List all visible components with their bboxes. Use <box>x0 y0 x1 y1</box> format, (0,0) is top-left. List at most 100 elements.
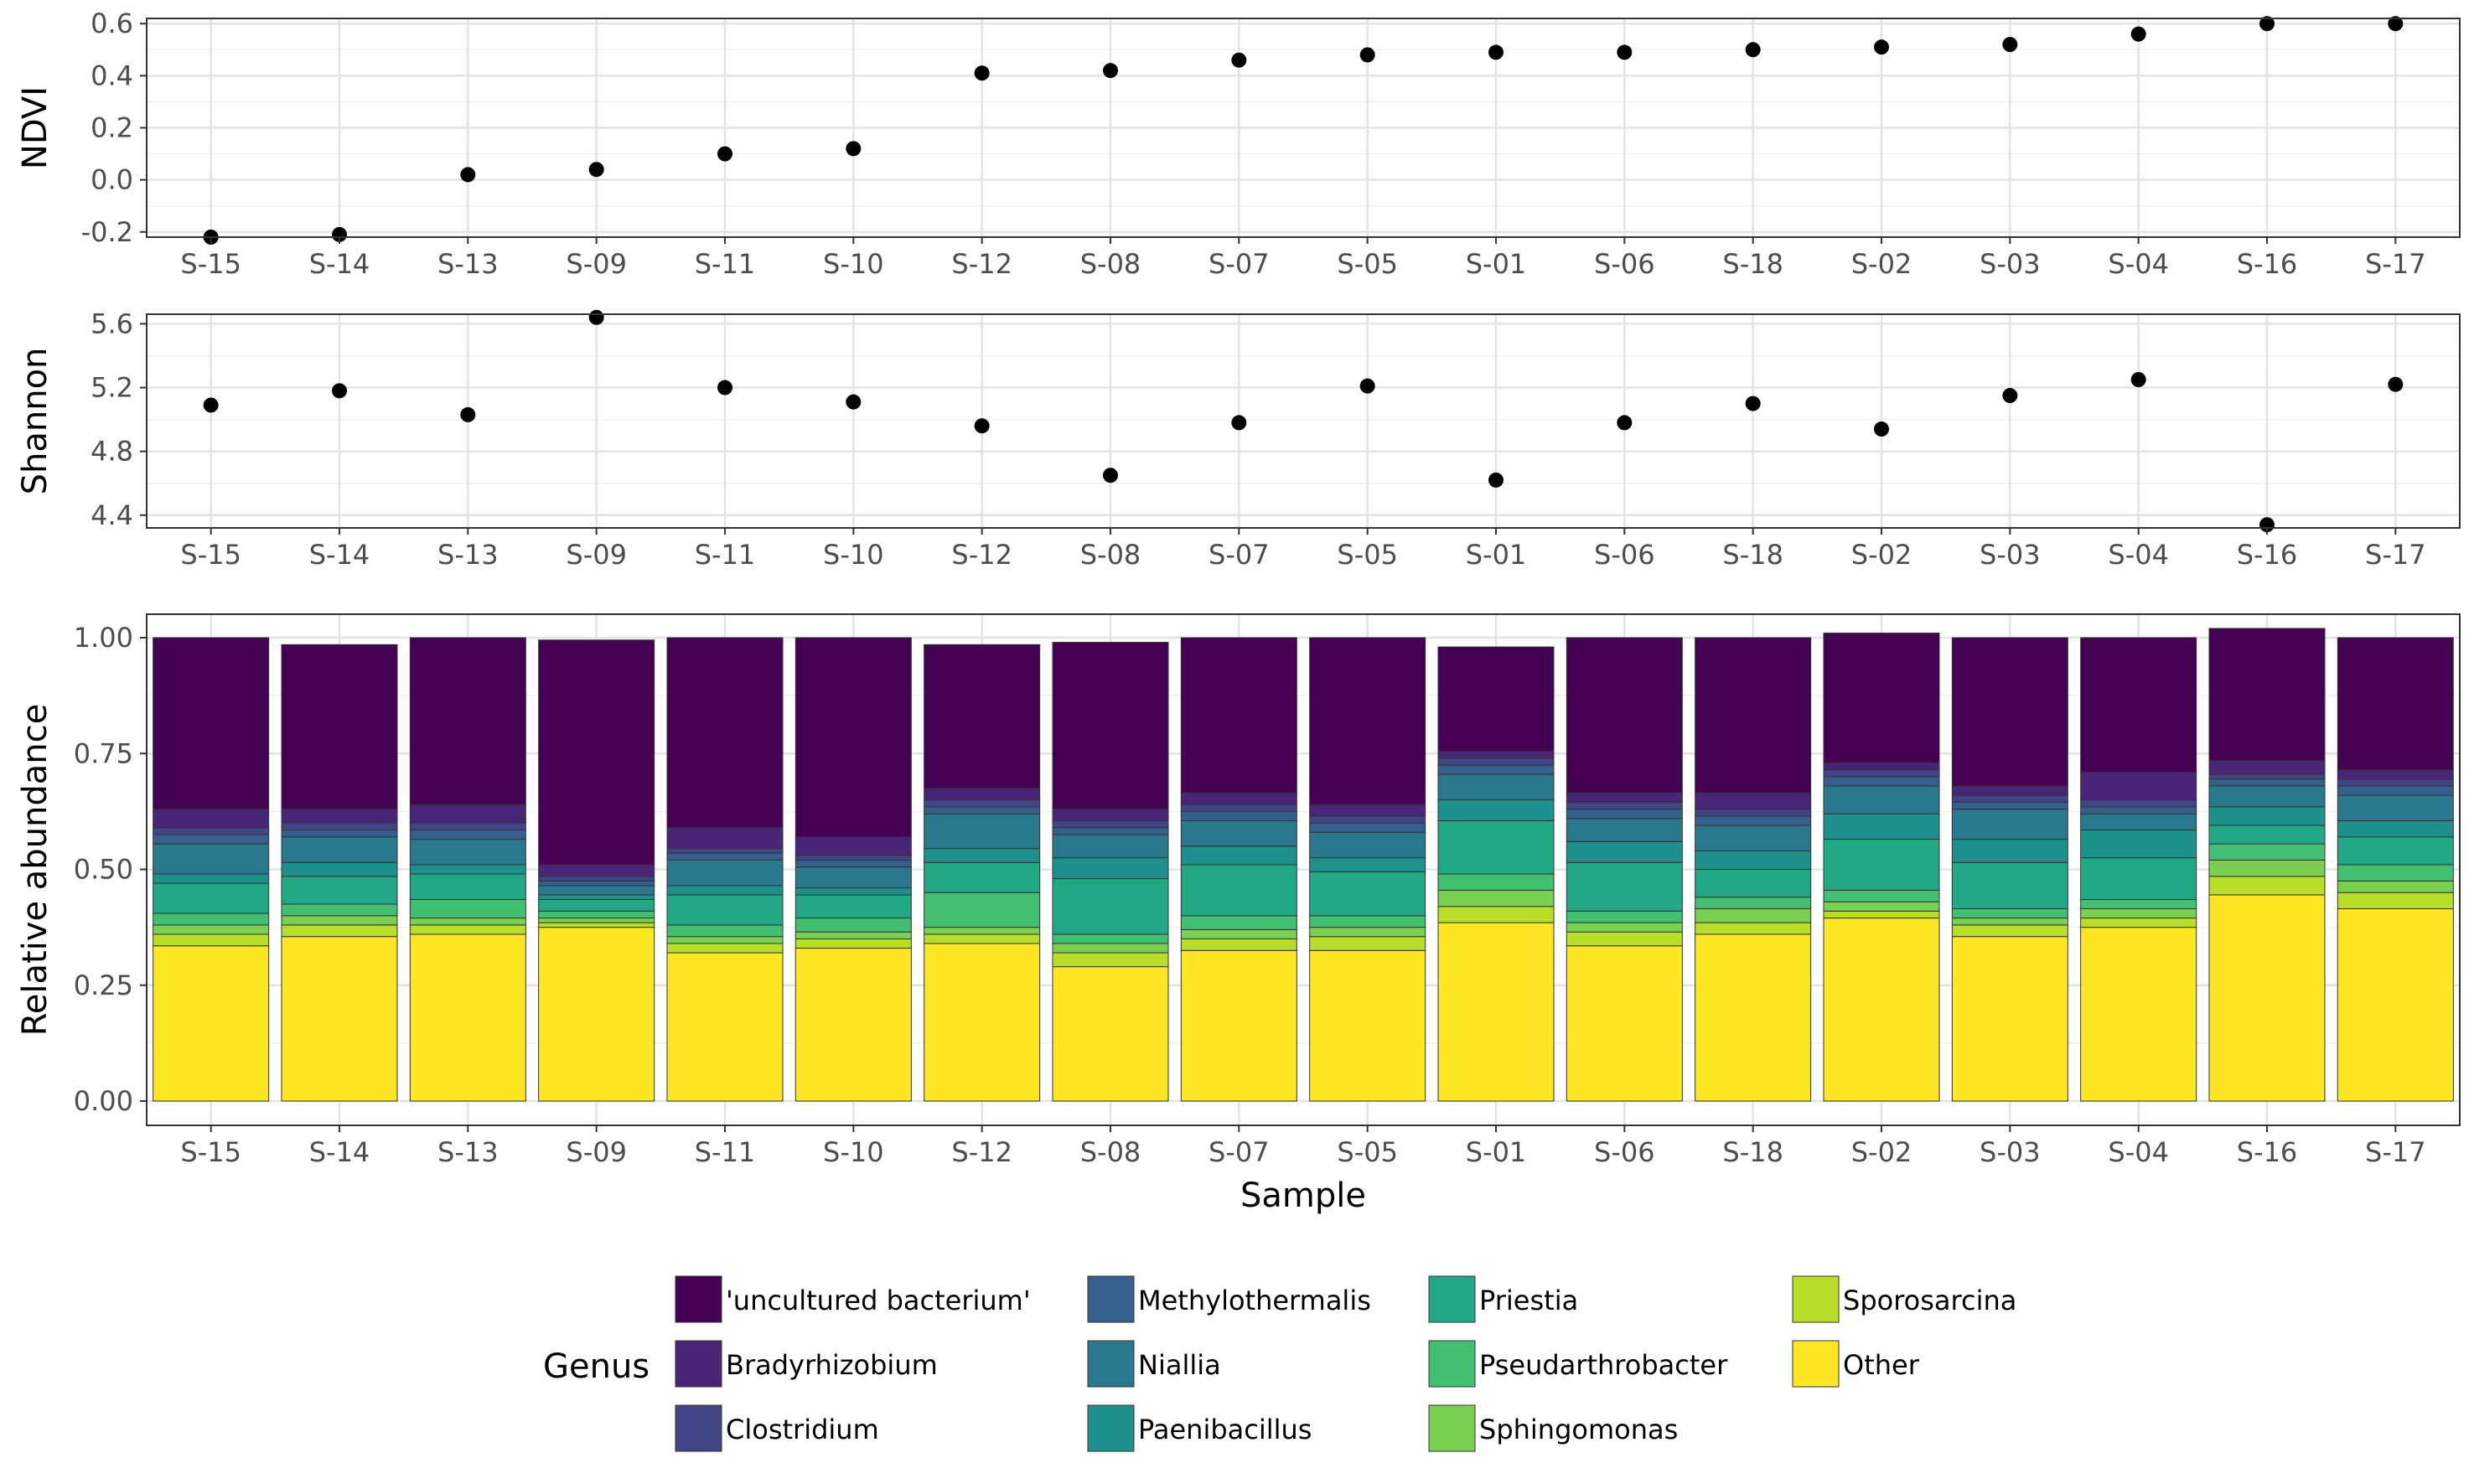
data-point <box>2388 376 2404 392</box>
bar-segment <box>1566 840 1683 863</box>
x-tick-label: S-11 <box>695 248 756 280</box>
bar-segment <box>1309 637 1426 805</box>
x-tick-label: S-07 <box>1209 1136 1270 1168</box>
bar-segment <box>538 898 655 912</box>
bar-segment <box>666 827 784 850</box>
bar-segment <box>1695 815 1812 826</box>
bar-segment <box>2080 927 2197 1102</box>
x-tick-label: S-17 <box>2365 539 2426 571</box>
bar-segment <box>2337 864 2454 882</box>
bar-segment <box>1309 927 1426 938</box>
bar-segment <box>2208 628 2326 762</box>
bar-segment <box>1566 910 1683 923</box>
legend-label: 'uncultured bacterium' <box>726 1285 1031 1316</box>
bar-segment <box>281 809 398 824</box>
panel-border <box>146 313 2461 529</box>
bar-segment <box>2337 637 2454 771</box>
legend-label: Pseudarthrobacter <box>1479 1349 1728 1381</box>
bar-segment <box>1437 773 1555 801</box>
legend-label: Other <box>1843 1349 1920 1381</box>
data-point <box>1103 63 1118 79</box>
bar-segment <box>924 943 1041 1102</box>
bar-segment <box>1695 869 1812 898</box>
bar-segment <box>2208 778 2326 787</box>
legend-swatch <box>675 1275 722 1323</box>
x-tick-label: S-03 <box>1980 539 2041 571</box>
x-tick-label: S-18 <box>1722 539 1783 571</box>
y-tick-label: 0.2 <box>91 112 133 144</box>
bar-segment <box>2337 892 2454 910</box>
bar-segment <box>2337 908 2454 1102</box>
bar-segment <box>1180 820 1297 847</box>
bar-segment <box>1566 801 1683 810</box>
bar-segment <box>2337 769 2454 780</box>
bar-segment <box>538 885 655 896</box>
bar-segment <box>666 848 784 854</box>
bar-segment <box>1052 943 1169 954</box>
data-point <box>1488 44 1504 60</box>
bar-segment <box>1052 933 1169 944</box>
bar-segment <box>1437 820 1555 875</box>
bar-segment <box>1695 825 1812 851</box>
y-tick-label: 0.0 <box>91 164 133 196</box>
bar-segment <box>281 861 398 877</box>
bar-segment <box>153 933 270 947</box>
data-point <box>2130 26 2146 42</box>
x-tick-label: S-01 <box>1466 248 1527 280</box>
x-tick-label: S-06 <box>1594 248 1655 280</box>
x-tick-label: S-16 <box>2237 1136 2298 1168</box>
bar-segment <box>153 843 270 875</box>
bar-segment <box>1052 952 1169 968</box>
bar-segment <box>1309 871 1426 917</box>
bar-segment <box>538 876 655 882</box>
x-tick-label: S-04 <box>2108 1136 2169 1168</box>
bar-segment <box>538 864 655 877</box>
bar-segment <box>1695 809 1812 817</box>
bar-segment <box>1566 931 1683 947</box>
panel-ndvi: 0.6 0.4 0.2 0.0 -0.2 S-15 S-14 S-13 S-09 S-11 S-10… <box>16 8 2461 280</box>
data-point <box>2388 16 2404 32</box>
bar-segment <box>1180 915 1297 930</box>
bar-segment <box>153 809 270 829</box>
bar-segment <box>794 637 912 838</box>
bar-segment <box>2208 825 2326 845</box>
bar-segment <box>2208 843 2326 861</box>
x-tick-label: S-06 <box>1594 1136 1655 1168</box>
bar-segment <box>1180 938 1297 951</box>
x-tick-label: S-18 <box>1722 248 1783 280</box>
bar-segment <box>1566 922 1683 933</box>
y-axis-title: NDVI <box>16 86 54 169</box>
bar-segment <box>1437 906 1555 923</box>
bar-segment <box>1180 949 1297 1102</box>
bar-segment <box>1437 758 1555 766</box>
bar-segment <box>924 861 1041 893</box>
bar-segment <box>794 855 912 861</box>
x-tick-label: S-17 <box>2365 1136 2426 1168</box>
legend-swatch <box>1428 1275 1476 1323</box>
bar-segment <box>1951 861 2068 910</box>
legend-swatch <box>1428 1340 1476 1388</box>
bar-segment <box>1052 834 1169 859</box>
bar-segment <box>794 938 912 949</box>
bar-segment <box>409 933 526 1102</box>
bar-segment <box>409 822 526 830</box>
y-axis-title: Relative abundance <box>16 704 54 1036</box>
bar-segment <box>1180 864 1297 917</box>
legend-label: Bradyrhizobium <box>726 1349 938 1381</box>
x-tick-label: S-02 <box>1851 1136 1912 1168</box>
bar-segment <box>666 859 784 887</box>
data-point <box>460 167 476 183</box>
bar-segment <box>794 918 912 933</box>
bar-segment <box>409 924 526 935</box>
bar-segment <box>2208 894 2326 1102</box>
bar-segment <box>1951 809 2068 840</box>
bar-segment <box>666 943 784 954</box>
bar-segment <box>1052 857 1169 880</box>
bar-segment <box>924 644 1041 789</box>
x-tick-label: S-14 <box>309 1136 370 1168</box>
bar-segment <box>1052 878 1169 935</box>
bar-segment <box>281 829 398 838</box>
bar-segment <box>1180 792 1297 805</box>
bar-segment <box>1437 889 1555 907</box>
legend-label: Methylothermalis <box>1138 1285 1371 1316</box>
